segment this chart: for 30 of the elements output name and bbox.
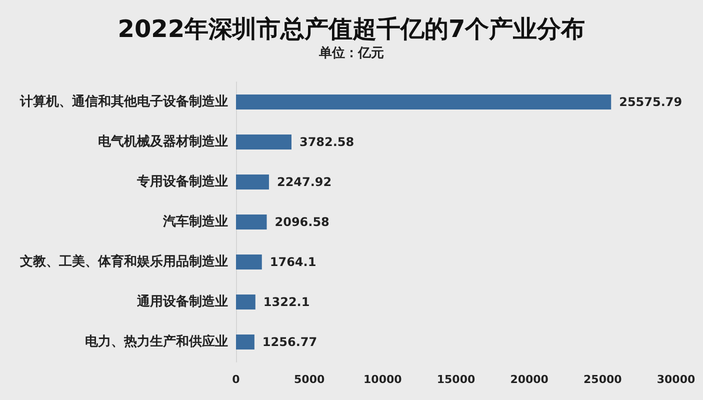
bar: [236, 214, 267, 230]
data-label: 1764.1: [270, 255, 316, 269]
x-tick-label: 0: [232, 373, 240, 386]
x-tick-label: 20000: [510, 373, 549, 386]
y-tick-label: 汽车制造业: [162, 214, 228, 230]
x-tick-label: 5000: [294, 373, 325, 386]
bar: [236, 294, 256, 310]
bar: [236, 134, 292, 150]
bar: [236, 174, 269, 190]
bar: [236, 94, 612, 110]
bar: [236, 334, 254, 350]
chart-title: 2022年深圳市总产值超千亿的7个产业分布: [118, 15, 586, 43]
data-label: 1256.77: [262, 335, 318, 349]
y-tick-label: 通用设备制造业: [136, 294, 228, 310]
x-tick-label: 30000: [656, 373, 696, 386]
y-tick-label: 计算机、通信和其他电子设备制造业: [19, 94, 228, 110]
y-tick-label: 专用设备制造业: [136, 174, 228, 190]
data-label: 25575.79: [619, 95, 682, 109]
data-label: 2247.92: [276, 175, 332, 189]
x-tick-label: 25000: [584, 373, 622, 386]
data-label: 1322.1: [263, 295, 310, 309]
data-label: 3782.58: [299, 135, 354, 149]
data-label: 2096.58: [274, 215, 330, 229]
x-tick-label: 10000: [364, 373, 402, 386]
y-tick-label: 电力、热力生产和供应业: [85, 334, 228, 350]
chart-subtitle: 单位：亿元: [318, 45, 384, 61]
y-tick-label: 文教、工美、体育和娱乐用品制造业: [19, 254, 228, 270]
x-tick-label: 15000: [436, 373, 476, 386]
y-tick-label: 电气机械及器材制造业: [98, 134, 228, 150]
bar: [236, 254, 262, 270]
